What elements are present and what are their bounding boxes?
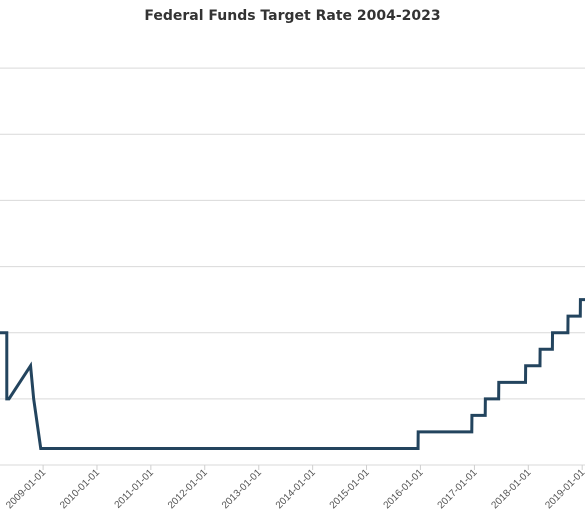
x-tick-label: 2011-01-01 <box>113 467 157 511</box>
x-tick-label: 2010-01-01 <box>58 467 102 511</box>
x-tick-label: 2009-01-01 <box>4 467 48 511</box>
x-tick-label: 2012-01-01 <box>166 467 210 511</box>
chart-title: Federal Funds Target Rate 2004-2023 <box>144 8 441 24</box>
x-tick-label: 2014-01-01 <box>274 467 318 511</box>
x-tick-label: 2013-01-01 <box>220 467 264 511</box>
x-tick-label: 2019-01-01 <box>543 467 585 511</box>
x-tick-label: 2015-01-01 <box>328 467 372 511</box>
x-tick-label: 2017-01-01 <box>436 467 480 511</box>
series-line <box>0 298 585 450</box>
x-tick-label: 2016-01-01 <box>382 467 426 511</box>
x-tick-label: 2018-01-01 <box>489 467 533 511</box>
